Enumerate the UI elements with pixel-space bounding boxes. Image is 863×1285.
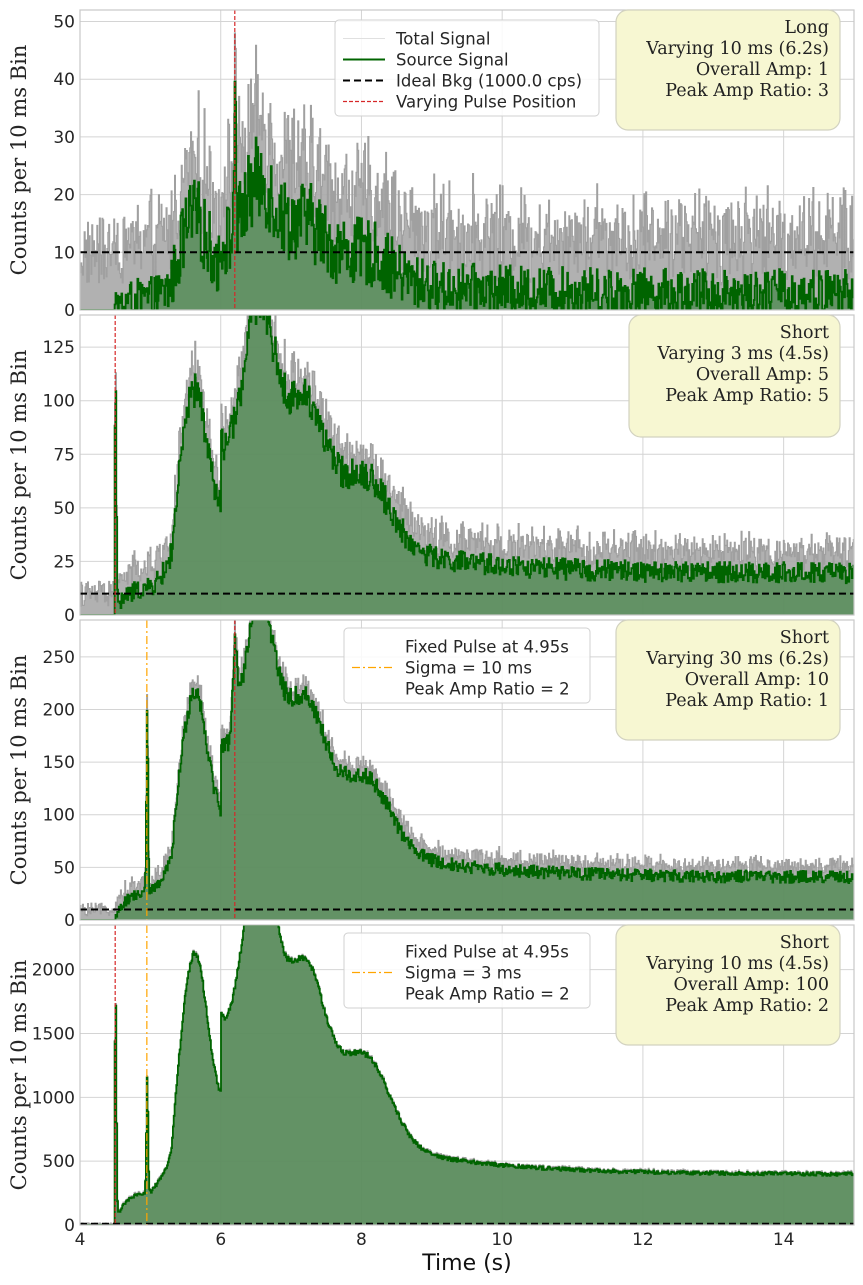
legend-entry: Peak Amp Ratio = 2 bbox=[405, 680, 570, 699]
legend: Fixed Pulse at 4.95s Sigma = 10 ms Peak Am… bbox=[343, 627, 591, 704]
x-tick-label: 6 bbox=[215, 1230, 226, 1250]
y-tick-label: 0 bbox=[64, 301, 75, 321]
series-group bbox=[80, 10, 854, 310]
total-signal-line bbox=[80, 32, 854, 287]
y-tick-label: 0 bbox=[64, 1216, 75, 1236]
axes-frame bbox=[79, 924, 855, 1226]
legend-entry: Total Signal bbox=[395, 30, 490, 49]
legend-entry: Fixed Pulse at 4.95s bbox=[405, 638, 569, 657]
y-tick-label: 1500 bbox=[32, 1025, 75, 1045]
source-signal-line bbox=[80, 315, 854, 615]
legend-entry: Fixed Pulse at 4.95s bbox=[405, 943, 569, 962]
x-tick-label: 12 bbox=[632, 1230, 654, 1250]
info-box-background bbox=[615, 9, 841, 131]
info-box-line: Peak Amp Ratio: 5 bbox=[665, 386, 829, 406]
y-axis-label: Counts per 10 ms Bin bbox=[7, 960, 31, 1191]
y-tick-label: 50 bbox=[53, 499, 75, 519]
legend-box bbox=[343, 932, 591, 1009]
legend-entry: Sigma = 10 ms bbox=[405, 659, 532, 678]
x-tick-label: 8 bbox=[356, 1230, 367, 1250]
y-tick-label: 50 bbox=[53, 858, 75, 878]
legend: Total Signal Source Signal Ideal Bkg (1000… bbox=[334, 19, 600, 117]
source-signal-line bbox=[80, 620, 854, 920]
info-box-line: Long bbox=[784, 18, 829, 38]
y-tick-label: 25 bbox=[53, 552, 75, 572]
info-box-line: Peak Amp Ratio: 1 bbox=[665, 691, 829, 711]
y-tick-label: 40 bbox=[53, 70, 75, 90]
source-signal-line bbox=[80, 925, 854, 1225]
legend-entry: Ideal Bkg (1000.0 cps) bbox=[396, 72, 582, 91]
info-box-line: Varying 10 ms (4.5s) bbox=[645, 954, 829, 974]
y-tick-label: 250 bbox=[43, 648, 75, 668]
y-tick-label: 200 bbox=[43, 700, 75, 720]
x-tick-label: 14 bbox=[773, 1230, 795, 1250]
legend-entry: Peak Amp Ratio = 2 bbox=[405, 985, 570, 1004]
info-box-line: Short bbox=[780, 933, 829, 953]
y-tick-label: 125 bbox=[43, 338, 75, 358]
source-signal-fill bbox=[80, 620, 854, 920]
x-tick-label: 10 bbox=[491, 1230, 513, 1250]
source-signal-fill bbox=[80, 315, 854, 615]
info-box-line: Overall Amp: 5 bbox=[696, 365, 829, 385]
legend-entry: Sigma = 3 ms bbox=[405, 964, 521, 983]
total-signal-line bbox=[80, 620, 854, 917]
y-tick-label: 100 bbox=[43, 806, 75, 826]
info-box-line: Overall Amp: 10 bbox=[685, 670, 829, 690]
total-signal-line bbox=[80, 315, 854, 607]
axes-frame bbox=[79, 314, 855, 616]
y-tick-label: 100 bbox=[43, 392, 75, 412]
y-tick-label: 30 bbox=[53, 128, 75, 148]
info-box-line: Varying 30 ms (6.2s) bbox=[645, 649, 829, 669]
legend-entry: Varying Pulse Position bbox=[396, 93, 576, 112]
y-tick-label: 75 bbox=[53, 445, 75, 465]
y-tick-label: 500 bbox=[43, 1152, 75, 1172]
info-box-background bbox=[615, 619, 841, 741]
info-box-line: Overall Amp: 1 bbox=[696, 60, 829, 80]
info-box-line: Peak Amp Ratio: 2 bbox=[665, 996, 829, 1016]
y-tick-label: 50 bbox=[53, 13, 75, 33]
series-group bbox=[80, 620, 854, 920]
source-signal-fill bbox=[80, 925, 854, 1225]
y-axis-label: Counts per 10 ms Bin bbox=[7, 655, 31, 886]
legend-box bbox=[334, 19, 600, 117]
info-box-line: Peak Amp Ratio: 3 bbox=[665, 81, 829, 101]
x-axis-label: Time (s) bbox=[421, 1251, 511, 1276]
legend-box bbox=[343, 627, 591, 704]
panel-second: 0 25 50 75 100 125 Counts per 10 ms Bin ShortVa… bbox=[7, 314, 855, 626]
y-tick-label: 1000 bbox=[32, 1088, 75, 1108]
info-box-line: Varying 10 ms (6.2s) bbox=[645, 39, 829, 59]
info-box-line: Short bbox=[780, 628, 829, 648]
axes-frame bbox=[79, 9, 855, 311]
series-group bbox=[80, 315, 854, 615]
y-tick-label: 150 bbox=[43, 753, 75, 773]
panel-bottom: 0 500 1000 1500 2000 4 6 8 10 12 14 Counts per 10 m… bbox=[7, 924, 855, 1250]
axes-frame bbox=[79, 619, 855, 921]
source-signal-line bbox=[80, 80, 854, 310]
info-box-background bbox=[615, 924, 841, 1046]
panel-top: 0 10 20 30 40 50 Counts per 10 ms Bin Total Sig… bbox=[7, 9, 855, 321]
series-group bbox=[80, 925, 854, 1225]
panel-third: 0 50 100 150 200 250 Counts per 10 ms Bin Fixed… bbox=[7, 619, 855, 931]
info-box-line: Short bbox=[780, 323, 829, 343]
x-tick-label: 4 bbox=[75, 1230, 86, 1250]
y-axis-label: Counts per 10 ms Bin bbox=[7, 45, 31, 276]
y-tick-label: 2000 bbox=[32, 961, 75, 981]
y-tick-label: 20 bbox=[53, 186, 75, 206]
y-tick-label: 0 bbox=[64, 911, 75, 931]
legend-entry: Source Signal bbox=[396, 51, 509, 70]
y-tick-label: 10 bbox=[53, 243, 75, 263]
y-axis-label: Counts per 10 ms Bin bbox=[7, 350, 31, 581]
info-box-line: Overall Amp: 100 bbox=[674, 975, 829, 995]
info-box-line: Varying 3 ms (4.5s) bbox=[656, 344, 829, 364]
legend: Fixed Pulse at 4.95s Sigma = 3 ms Peak Amp… bbox=[343, 932, 591, 1009]
y-tick-label: 0 bbox=[64, 606, 75, 626]
info-box-background bbox=[628, 314, 841, 438]
